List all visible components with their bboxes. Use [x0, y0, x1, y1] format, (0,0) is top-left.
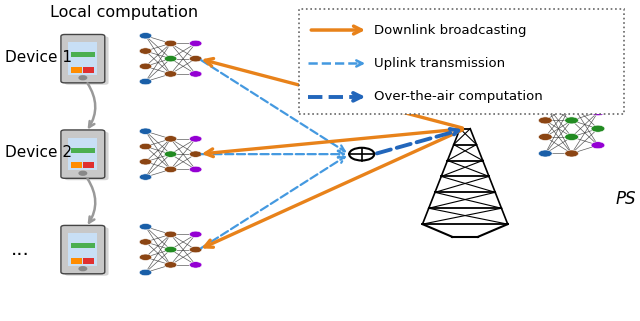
Circle shape: [189, 40, 202, 47]
Circle shape: [164, 40, 177, 47]
Text: Device 2: Device 2: [4, 145, 72, 160]
Circle shape: [140, 254, 152, 260]
Circle shape: [140, 32, 152, 39]
Circle shape: [564, 150, 579, 157]
Circle shape: [189, 262, 202, 268]
Circle shape: [564, 134, 579, 141]
Circle shape: [189, 247, 202, 253]
FancyBboxPatch shape: [65, 36, 109, 85]
Bar: [83, 162, 93, 169]
Bar: [68, 138, 97, 170]
Circle shape: [164, 136, 177, 142]
Circle shape: [140, 48, 152, 54]
Text: Uplink transmission: Uplink transmission: [374, 57, 506, 70]
Text: PS: PS: [616, 190, 636, 208]
Circle shape: [189, 71, 202, 77]
Text: ...: ...: [11, 240, 29, 259]
Bar: [71, 53, 95, 57]
FancyBboxPatch shape: [61, 130, 105, 178]
Circle shape: [140, 78, 152, 85]
Text: Over-the-air computation: Over-the-air computation: [374, 90, 543, 103]
Bar: [71, 162, 82, 169]
Bar: [71, 148, 95, 152]
FancyBboxPatch shape: [65, 132, 109, 180]
Circle shape: [164, 231, 177, 238]
Text: Device 1: Device 1: [4, 49, 72, 65]
Circle shape: [164, 56, 177, 62]
Circle shape: [79, 267, 86, 271]
Circle shape: [79, 76, 86, 80]
Text: Downlink broadcasting: Downlink broadcasting: [374, 23, 527, 37]
Circle shape: [164, 247, 177, 253]
Bar: [83, 67, 93, 73]
Circle shape: [591, 108, 605, 116]
Circle shape: [164, 166, 177, 173]
Circle shape: [140, 128, 152, 134]
Circle shape: [140, 63, 152, 69]
Circle shape: [591, 125, 605, 132]
Circle shape: [538, 134, 552, 141]
Circle shape: [591, 142, 605, 149]
Bar: [71, 67, 82, 73]
Bar: [83, 258, 93, 264]
FancyBboxPatch shape: [299, 9, 623, 114]
Circle shape: [189, 151, 202, 157]
Bar: [71, 258, 82, 264]
Circle shape: [564, 100, 579, 107]
Circle shape: [349, 148, 374, 160]
Circle shape: [140, 223, 152, 230]
FancyBboxPatch shape: [61, 34, 105, 83]
FancyBboxPatch shape: [65, 227, 109, 276]
Circle shape: [164, 262, 177, 268]
Circle shape: [140, 159, 152, 165]
Circle shape: [164, 71, 177, 77]
Circle shape: [564, 117, 579, 124]
Circle shape: [538, 100, 552, 107]
Circle shape: [140, 239, 152, 245]
Circle shape: [140, 143, 152, 150]
Circle shape: [189, 166, 202, 173]
Circle shape: [140, 269, 152, 276]
Bar: [68, 42, 97, 74]
Circle shape: [189, 231, 202, 238]
Bar: [68, 233, 97, 265]
Circle shape: [140, 174, 152, 180]
FancyBboxPatch shape: [61, 225, 105, 274]
Circle shape: [189, 56, 202, 62]
Text: Local computation: Local computation: [49, 4, 198, 20]
Circle shape: [538, 117, 552, 124]
Circle shape: [538, 150, 552, 157]
Circle shape: [189, 136, 202, 142]
Circle shape: [164, 151, 177, 157]
Circle shape: [79, 171, 86, 175]
Bar: [71, 243, 95, 248]
